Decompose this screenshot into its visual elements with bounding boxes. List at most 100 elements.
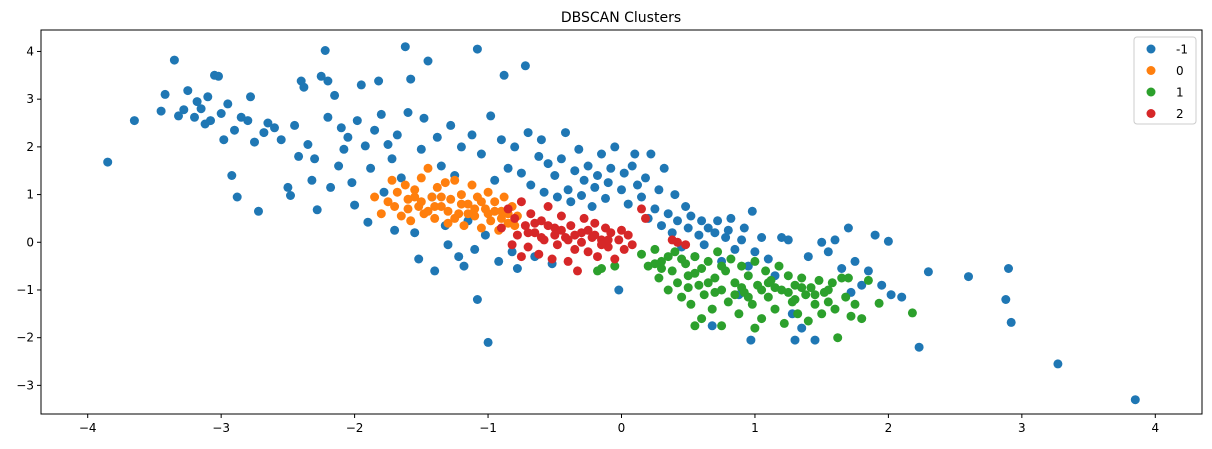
data-point	[250, 137, 259, 147]
data-point	[617, 225, 626, 235]
data-point	[659, 163, 669, 173]
data-point	[699, 240, 709, 250]
data-point	[563, 235, 573, 245]
y-axis: −3 −2 −1 0 1 2 3 4	[16, 44, 41, 392]
data-point	[627, 240, 637, 250]
data-point	[619, 168, 629, 178]
data-point	[603, 235, 613, 245]
data-point	[823, 247, 833, 257]
data-point	[763, 278, 773, 288]
data-point	[793, 309, 803, 319]
data-point	[323, 112, 333, 122]
data-point	[619, 244, 629, 254]
data-point	[641, 213, 650, 223]
data-point	[843, 273, 853, 283]
data-point	[330, 90, 340, 100]
data-point	[423, 56, 433, 66]
data-point	[436, 161, 446, 171]
data-point	[263, 118, 273, 128]
data-point	[1006, 317, 1016, 327]
series-0	[103, 42, 1140, 405]
data-point	[539, 187, 549, 197]
data-point	[169, 55, 179, 65]
data-point	[552, 192, 562, 202]
data-point	[883, 236, 893, 246]
data-point	[737, 235, 747, 245]
data-point	[543, 221, 553, 231]
data-point	[590, 218, 600, 228]
data-point	[593, 171, 602, 180]
data-point	[690, 321, 700, 331]
data-point	[450, 175, 460, 185]
data-point	[810, 290, 820, 300]
data-point	[783, 271, 793, 281]
x-tick-label: −2	[346, 421, 364, 435]
data-point	[370, 125, 380, 135]
data-point	[390, 225, 400, 235]
data-point	[347, 178, 357, 188]
data-point	[379, 187, 389, 197]
data-point	[499, 70, 509, 80]
data-point	[276, 135, 286, 145]
data-point	[520, 221, 530, 231]
data-point	[637, 249, 646, 259]
data-point	[432, 182, 442, 192]
x-axis: −4 −3 −2 −1 0 1 2 3 4	[79, 414, 1159, 435]
data-point	[550, 171, 560, 180]
data-point	[850, 299, 860, 309]
data-point	[459, 221, 469, 231]
data-point	[536, 233, 546, 242]
data-point	[770, 283, 780, 293]
data-point	[593, 266, 602, 276]
data-point	[874, 298, 884, 308]
data-point	[520, 61, 530, 71]
data-point	[783, 235, 793, 245]
data-point	[206, 116, 215, 126]
x-tick-label: 2	[885, 421, 893, 435]
data-point	[456, 142, 466, 152]
data-point	[610, 142, 620, 152]
data-point	[376, 109, 386, 119]
data-point	[496, 135, 506, 145]
data-point	[470, 204, 480, 214]
data-point	[964, 272, 973, 282]
data-point	[467, 130, 477, 140]
legend-marker	[1146, 87, 1156, 97]
data-point	[574, 144, 584, 154]
data-point	[637, 204, 646, 214]
data-point	[516, 197, 526, 207]
data-point	[606, 228, 616, 238]
data-point	[650, 259, 660, 269]
data-point	[376, 209, 386, 219]
data-point	[681, 240, 691, 250]
data-point	[670, 190, 680, 200]
data-point	[710, 287, 720, 297]
data-point	[703, 278, 713, 288]
data-point	[496, 213, 506, 223]
data-point	[196, 104, 206, 114]
y-tick-label: 3	[26, 92, 34, 106]
data-point	[259, 128, 269, 138]
data-point	[897, 292, 907, 302]
data-point	[734, 309, 744, 319]
data-point	[400, 42, 410, 52]
data-point	[577, 237, 586, 247]
data-point	[494, 256, 504, 266]
data-point	[516, 168, 526, 178]
data-point	[830, 235, 840, 245]
data-point	[243, 116, 253, 126]
data-point	[476, 197, 486, 207]
data-point	[579, 213, 589, 223]
data-point	[857, 280, 867, 290]
data-point	[566, 197, 576, 207]
data-point	[550, 230, 560, 240]
data-point	[543, 159, 553, 169]
data-point	[366, 163, 376, 173]
data-point	[561, 128, 570, 138]
data-point	[747, 299, 757, 309]
data-point	[837, 273, 847, 283]
y-tick-label: −3	[16, 378, 34, 392]
data-point	[179, 105, 189, 115]
data-point	[423, 163, 433, 173]
